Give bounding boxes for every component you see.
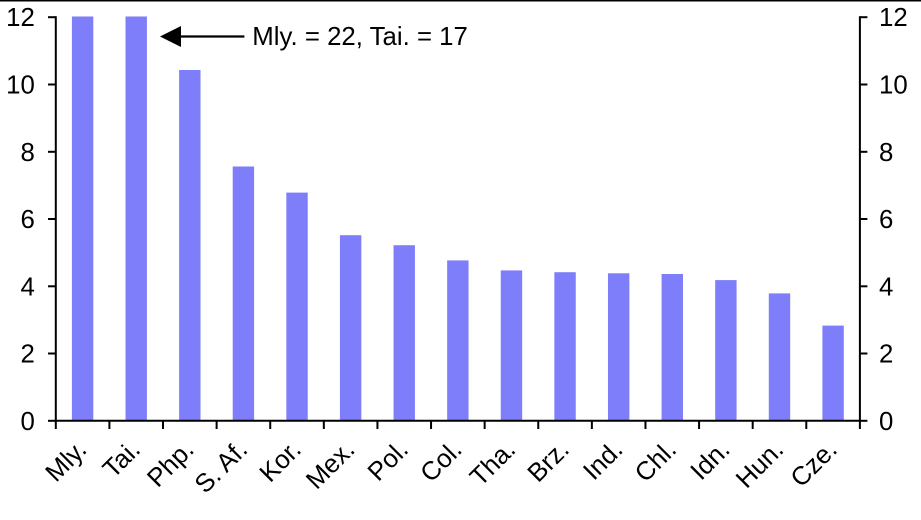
svg-text:Cze.: Cze. — [786, 435, 843, 492]
svg-text:Tai.: Tai. — [98, 435, 146, 483]
svg-text:Col.: Col. — [415, 435, 467, 487]
svg-text:6: 6 — [879, 206, 893, 234]
svg-text:6: 6 — [20, 206, 34, 234]
svg-text:8: 8 — [879, 139, 893, 167]
svg-text:12: 12 — [6, 4, 35, 32]
svg-text:Brz.: Brz. — [523, 435, 575, 487]
svg-text:8: 8 — [20, 139, 34, 167]
svg-text:Pol.: Pol. — [363, 435, 414, 486]
svg-text:Tha.: Tha. — [465, 435, 521, 491]
svg-text:4: 4 — [879, 273, 893, 301]
svg-text:4: 4 — [20, 273, 34, 301]
svg-text:2: 2 — [20, 341, 34, 369]
svg-text:Ind.: Ind. — [578, 435, 628, 485]
svg-text:10: 10 — [6, 72, 35, 100]
svg-text:Chl.: Chl. — [630, 435, 682, 487]
svg-text:Idn.: Idn. — [685, 435, 735, 485]
svg-text:Php.: Php. — [142, 435, 199, 492]
svg-text:12: 12 — [879, 4, 908, 32]
svg-text:Kor.: Kor. — [255, 435, 307, 487]
svg-text:10: 10 — [879, 72, 908, 100]
svg-text:0: 0 — [20, 408, 34, 436]
svg-text:S. Af.: S. Af. — [190, 435, 253, 498]
svg-text:2: 2 — [879, 341, 893, 369]
svg-text:Mly. = 22, Tai. = 17: Mly. = 22, Tai. = 17 — [252, 23, 468, 51]
svg-text:0: 0 — [879, 408, 893, 436]
svg-text:Hun.: Hun. — [731, 435, 789, 493]
svg-text:Mly.: Mly. — [40, 435, 92, 487]
svg-text:Mex.: Mex. — [301, 435, 360, 494]
